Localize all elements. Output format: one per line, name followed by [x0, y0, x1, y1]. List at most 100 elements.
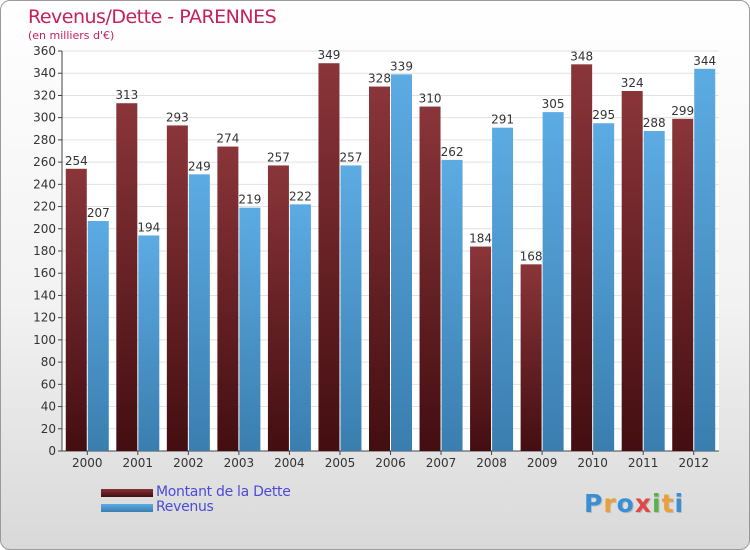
bar-label-dette: 310	[419, 92, 442, 106]
y-tick-label: 360	[33, 44, 56, 58]
bar-label-revenus: 249	[188, 159, 211, 173]
legend-swatch-dette	[101, 489, 153, 497]
x-tick-label: 2007	[426, 456, 457, 470]
bar-label-dette: 274	[216, 132, 239, 146]
bar-label-dette: 328	[368, 72, 391, 86]
bar-dette	[166, 125, 188, 451]
bar-revenus	[87, 221, 109, 451]
bar-dette	[318, 63, 340, 451]
bar-dette	[65, 168, 87, 451]
bar-revenus	[542, 112, 564, 451]
bar-label-dette: 313	[115, 88, 138, 102]
bar-dette	[217, 146, 239, 452]
bar-label-revenus: 219	[238, 193, 261, 207]
y-tick-label: 320	[33, 88, 56, 102]
bar-label-revenus: 257	[340, 150, 363, 164]
logo-letter: i	[674, 489, 685, 518]
y-tick-label: 80	[41, 355, 56, 369]
bar-label-revenus: 262	[441, 145, 464, 159]
x-tick-label: 2008	[476, 456, 507, 470]
chart-title: Revenus/Dette - PARENNES	[28, 6, 277, 28]
x-tick-label: 2009	[527, 456, 558, 470]
y-tick-label: 240	[33, 177, 56, 191]
y-tick-label: 120	[33, 311, 56, 325]
x-tick-label: 2011	[628, 456, 659, 470]
bar-label-revenus: 291	[491, 113, 514, 127]
logo-letter: x	[634, 489, 652, 518]
y-tick-label: 180	[33, 244, 56, 258]
x-tick-label: 2001	[123, 456, 154, 470]
bar-revenus	[492, 127, 514, 452]
bar-revenus	[643, 131, 665, 451]
bar-label-dette: 299	[671, 104, 694, 118]
bar-revenus	[289, 204, 311, 451]
bar-label-dette: 324	[621, 76, 644, 90]
proxiti-logo: Proxiti	[584, 489, 684, 518]
y-tick-label: 260	[33, 155, 56, 169]
bar-label-revenus: 194	[137, 220, 160, 234]
bar-dette	[621, 91, 643, 451]
bar-revenus	[391, 74, 412, 451]
bar-label-revenus: 305	[542, 97, 565, 111]
x-tick-label: 2003	[224, 456, 255, 470]
y-tick-label: 40	[41, 400, 56, 414]
bar-dette	[369, 86, 390, 452]
bar-dette	[571, 64, 593, 452]
x-tick-label: 2000	[72, 456, 103, 470]
bar-revenus	[188, 174, 210, 452]
bar-label-revenus: 339	[390, 59, 413, 73]
y-tick-label: 0	[48, 444, 56, 458]
bar-label-dette: 184	[469, 232, 492, 246]
x-tick-label: 2012	[678, 456, 709, 470]
bar-label-dette: 168	[520, 249, 543, 263]
bar-dette	[672, 118, 694, 452]
bar-label-revenus: 295	[592, 108, 615, 122]
x-tick-label: 2004	[274, 456, 305, 470]
y-tick-label: 20	[41, 422, 56, 436]
x-tick-label: 2006	[375, 456, 406, 470]
x-tick-label: 2002	[173, 456, 204, 470]
bar-revenus	[593, 123, 615, 451]
bar-dette	[419, 106, 441, 452]
y-tick-label: 340	[33, 66, 56, 80]
bar-label-dette: 293	[166, 110, 189, 124]
y-tick-label: 140	[33, 288, 56, 302]
y-tick-label: 300	[33, 111, 56, 125]
y-tick-label: 100	[33, 333, 56, 347]
bar-revenus	[441, 159, 463, 451]
bar-dette	[470, 246, 492, 451]
bar-revenus	[340, 165, 362, 451]
bar-dette	[116, 103, 138, 451]
bar-label-revenus: 207	[87, 206, 110, 220]
bar-revenus	[694, 68, 716, 452]
bar-label-dette: 254	[65, 154, 88, 168]
legend-swatch-revenus	[101, 504, 153, 512]
bar-label-revenus: 222	[289, 189, 312, 203]
bar-label-revenus: 288	[643, 116, 666, 130]
bar-label-dette: 349	[318, 48, 341, 62]
chart-subtitle: (en milliers d'€)	[28, 29, 115, 42]
y-tick-label: 200	[33, 222, 56, 236]
bar-label-dette: 257	[267, 150, 290, 164]
logo-letter: t	[661, 489, 675, 518]
x-tick-label: 2010	[577, 456, 608, 470]
logo-letter: o	[616, 489, 635, 518]
y-tick-label: 280	[33, 133, 56, 147]
bar-dette	[267, 165, 289, 451]
logo-letter: r	[603, 489, 617, 518]
y-tick-label: 60	[41, 377, 56, 391]
y-tick-label: 220	[33, 200, 56, 214]
logo-letter: P	[584, 489, 604, 518]
bar-revenus	[239, 207, 261, 451]
logo-letter: i	[652, 489, 662, 518]
legend-label-dette: Montant de la Dette	[156, 484, 291, 500]
bar-revenus	[138, 235, 160, 451]
bar-label-dette: 348	[570, 49, 593, 63]
x-tick-label: 2005	[325, 456, 356, 470]
bar-label-revenus: 344	[693, 54, 716, 68]
legend-label-revenus: Revenus	[156, 499, 214, 515]
y-tick-label: 160	[33, 266, 56, 280]
bar-dette	[520, 264, 542, 451]
